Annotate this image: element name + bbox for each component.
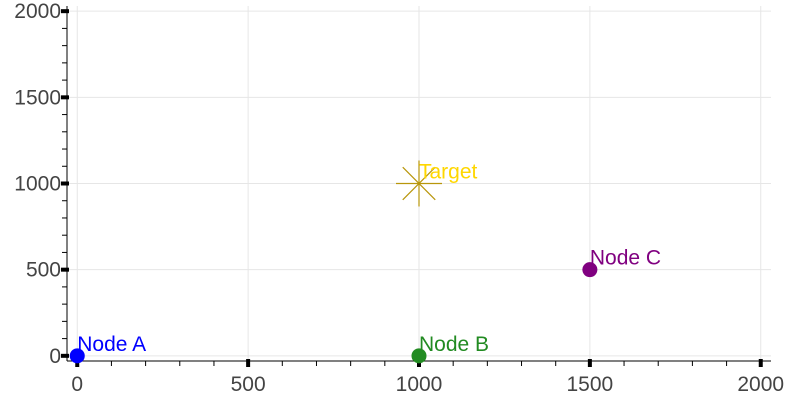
- x-tick-label: 500: [231, 373, 266, 396]
- x-tick-label: 1000: [396, 373, 443, 396]
- data-points: Node A Node B Node C Target: [69, 160, 661, 364]
- node-c-point: [582, 262, 598, 278]
- target-label: Target: [419, 161, 478, 184]
- y-tick-label: 1000: [14, 173, 61, 196]
- y-tick-label: 500: [26, 259, 61, 282]
- x-tick-label: 1500: [567, 373, 614, 396]
- node-b-point: [411, 348, 427, 364]
- node-a-label: Node A: [77, 333, 146, 356]
- y-tick-label: 1500: [14, 86, 61, 109]
- ticks: 0 500 1000 1500 2000 0 500 1000 1500 2000: [14, 0, 784, 396]
- target-star-marker: [396, 160, 442, 207]
- node-a-point: [69, 348, 85, 364]
- star-ray: [402, 166, 436, 201]
- node-b-label: Node B: [419, 333, 489, 356]
- x-tick-label: 0: [71, 373, 83, 396]
- x-tick-label: 2000: [737, 373, 784, 396]
- y-tick-label: 2000: [14, 0, 61, 23]
- node-c-label: Node C: [590, 247, 661, 270]
- y-tick-label: 0: [49, 345, 61, 368]
